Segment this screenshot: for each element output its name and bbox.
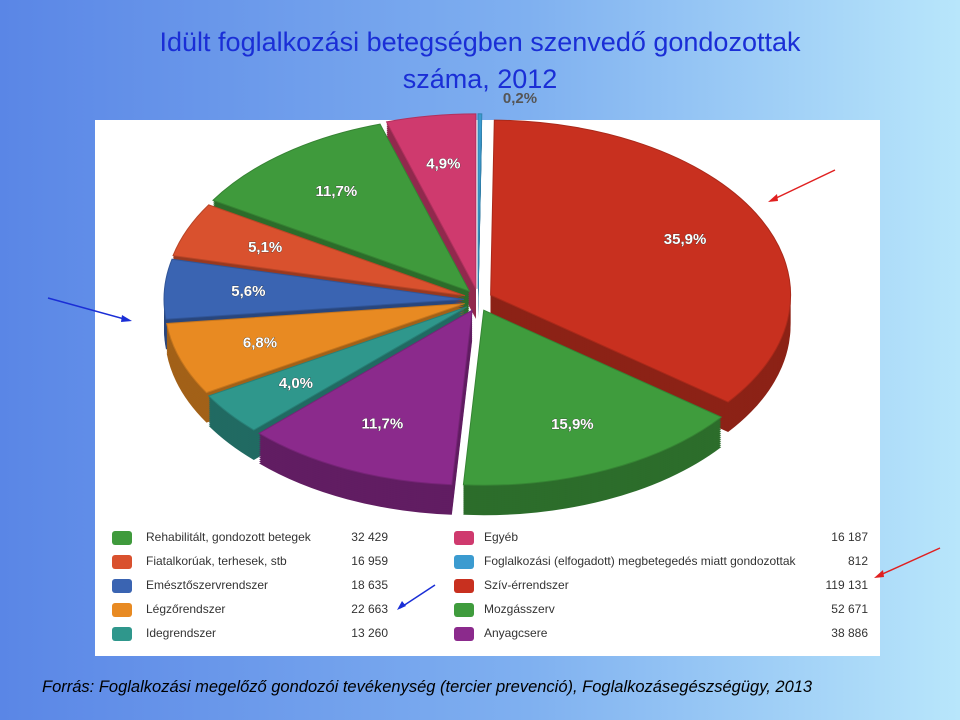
legend-label: Fiatalkorúak, terhesek, stb xyxy=(146,554,287,568)
slice xyxy=(212,123,471,293)
legend-label: Idegrendszer xyxy=(146,626,216,640)
legend-count: 22 663 xyxy=(351,602,388,616)
legend-count: 38 886 xyxy=(831,626,868,640)
legend-count: 52 671 xyxy=(831,602,868,616)
legend-count: 18 635 xyxy=(351,578,388,592)
slice-label: 5,6% xyxy=(231,283,265,300)
arrow xyxy=(771,169,836,201)
slice-label: 35,9% xyxy=(664,231,707,248)
arrow xyxy=(877,547,941,577)
arrow-head xyxy=(397,601,406,610)
slice xyxy=(207,306,468,431)
arrow xyxy=(399,584,436,609)
slice xyxy=(258,309,473,486)
slice-label: 11,7% xyxy=(315,183,357,200)
slice xyxy=(490,119,792,403)
slice-label: 0,2% xyxy=(503,90,537,107)
arrows xyxy=(47,169,941,610)
slice-label: 15,9% xyxy=(551,416,594,433)
slice xyxy=(163,258,465,320)
legend-label: Rehabilitált, gondozott betegek xyxy=(146,530,312,544)
legend-label: Anyagcsere xyxy=(484,626,548,640)
source-note: Forrás: Foglalkozási megelőző gondozói t… xyxy=(42,678,813,696)
legend-label: Légzőrendszer xyxy=(146,602,225,616)
legend-swatch xyxy=(454,531,474,545)
chart-title: Idült foglalkozási betegségben szenvedő … xyxy=(159,27,801,94)
legend-swatch xyxy=(112,579,132,593)
arrow xyxy=(47,297,129,321)
arrow-head xyxy=(768,194,778,202)
legend-swatch xyxy=(454,627,474,641)
legend-count: 812 xyxy=(848,554,868,568)
slice xyxy=(462,309,723,486)
legend-swatch xyxy=(454,555,474,569)
slice-label: 6,8% xyxy=(243,335,277,352)
legend-swatch xyxy=(112,627,132,641)
legend-label: Egyéb xyxy=(484,530,518,544)
slice-label: 5,1% xyxy=(248,239,282,256)
legend-label: Emésztőszervrendszer xyxy=(146,578,268,592)
arrow-head xyxy=(874,570,884,578)
legend-swatch xyxy=(454,579,474,593)
legend-swatch xyxy=(454,603,474,617)
slice xyxy=(166,303,465,394)
legend-swatch xyxy=(112,555,132,569)
slice-label: 4,0% xyxy=(279,375,313,392)
legend-label: Mozgásszerv xyxy=(484,602,555,616)
legend-swatch xyxy=(112,531,132,545)
slice xyxy=(172,204,466,297)
slice-label: 4,9% xyxy=(426,155,460,172)
legend-label: Foglalkozási (elfogadott) megbetegedés m… xyxy=(484,554,797,568)
legend-count: 32 429 xyxy=(351,530,388,544)
legend-swatch xyxy=(112,603,132,617)
slice-label: 11,7% xyxy=(361,416,403,433)
slice xyxy=(385,113,477,290)
legend-label: Szív-érrendszer xyxy=(484,578,569,592)
legend-count: 119 131 xyxy=(826,578,869,592)
legend-count: 16 959 xyxy=(351,554,388,568)
legend-count: 13 260 xyxy=(351,626,388,640)
slice xyxy=(477,113,483,289)
arrow-head xyxy=(121,315,132,322)
legend-count: 16 187 xyxy=(831,530,868,544)
